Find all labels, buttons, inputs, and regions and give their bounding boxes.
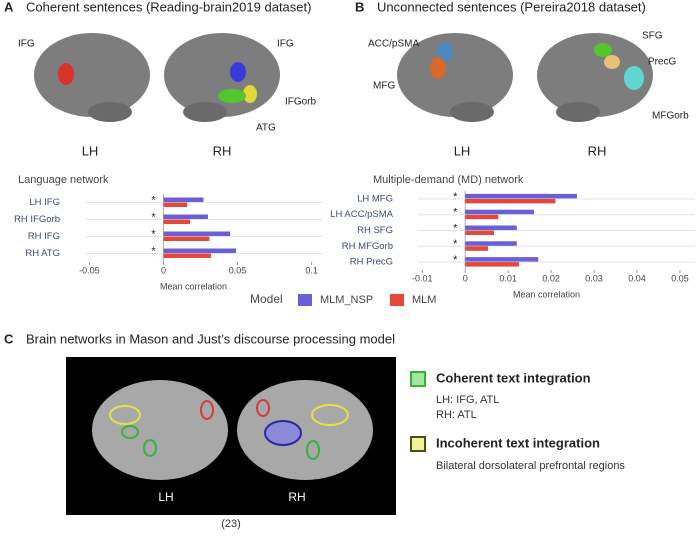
x-tick-label: 0.05 bbox=[229, 265, 247, 275]
legend-label: MLM_NSP bbox=[320, 294, 373, 306]
x-axis-label: Mean correlation bbox=[513, 289, 580, 299]
bar bbox=[163, 202, 188, 207]
brain-lh bbox=[34, 33, 150, 122]
bar bbox=[465, 214, 499, 220]
significance: * bbox=[151, 211, 156, 223]
significance: * bbox=[453, 254, 458, 266]
legend-swatch bbox=[298, 294, 312, 306]
x-tick-label: 0.05 bbox=[671, 273, 689, 283]
bar bbox=[465, 230, 495, 235]
hemisphere-label: LH bbox=[82, 143, 99, 158]
key-title: Coherent text integration bbox=[436, 370, 591, 385]
significance: * bbox=[151, 228, 156, 240]
brain-rh bbox=[537, 33, 653, 122]
x-tick-label: -0.01 bbox=[412, 273, 433, 283]
key-title: Incoherent text integration bbox=[436, 435, 600, 450]
panel-title: Unconnected sentences (Pereira2018 datas… bbox=[377, 0, 646, 14]
y-tick-label: LH ACC/pSMA bbox=[330, 209, 393, 220]
significance: * bbox=[453, 238, 458, 250]
panel-letter: C bbox=[4, 331, 14, 346]
region-label: ACC/pSMA bbox=[368, 39, 419, 50]
hemisphere-label: LH bbox=[158, 490, 173, 504]
significance: * bbox=[151, 194, 156, 206]
x-tick-label: 0.04 bbox=[628, 273, 646, 283]
significance: * bbox=[453, 207, 458, 219]
bar bbox=[465, 209, 534, 215]
legend-swatch bbox=[390, 294, 404, 306]
bar bbox=[465, 257, 539, 262]
brain-rh bbox=[237, 380, 373, 480]
bar bbox=[465, 246, 489, 251]
bar bbox=[163, 219, 191, 224]
region-label: SFG bbox=[642, 31, 663, 42]
x-tick-label: 0.02 bbox=[542, 273, 560, 283]
bar bbox=[163, 197, 204, 202]
panel-title: Brain networks in Mason and Just’s disco… bbox=[26, 331, 395, 346]
region-label: MFGorb bbox=[652, 111, 689, 122]
x-tick-label: 0.1 bbox=[305, 265, 318, 275]
chart-title: Multiple-demand (MD) network bbox=[373, 174, 524, 186]
bar bbox=[163, 236, 210, 241]
key-line: Bilateral dorsolateral prefrontal region… bbox=[436, 460, 625, 472]
hemisphere-label: RH bbox=[213, 143, 232, 158]
x-tick-label: 0.03 bbox=[585, 273, 603, 283]
bar bbox=[465, 262, 519, 267]
hemisphere-label: RH bbox=[288, 490, 305, 504]
significance: * bbox=[151, 245, 156, 257]
region-label: IFG bbox=[18, 39, 35, 50]
panel-letter: A bbox=[4, 0, 14, 14]
region-label: IFGorb bbox=[285, 97, 317, 108]
y-tick-label: RH MFGorb bbox=[342, 241, 393, 252]
region-label: MFG bbox=[373, 81, 395, 92]
bar bbox=[163, 253, 211, 258]
hemisphere-label: LH bbox=[454, 143, 471, 158]
significance: * bbox=[453, 222, 458, 234]
x-axis-label: Mean correlation bbox=[160, 281, 227, 291]
key-swatch bbox=[410, 371, 426, 387]
legend-label: MLM bbox=[412, 294, 436, 306]
x-tick-label: 0.01 bbox=[499, 273, 517, 283]
citation: (23) bbox=[221, 518, 241, 530]
x-tick-label: 0 bbox=[161, 265, 166, 275]
bar bbox=[163, 231, 231, 236]
x-tick-label: 0 bbox=[463, 273, 468, 283]
y-tick-label: RH PrecG bbox=[350, 257, 393, 268]
x-tick-label: -0.05 bbox=[79, 265, 100, 275]
bar bbox=[465, 241, 517, 246]
key-swatch bbox=[410, 436, 426, 452]
panel-title: Coherent sentences (Reading-brain2019 da… bbox=[26, 0, 311, 14]
bar bbox=[163, 214, 208, 219]
brain-rh bbox=[164, 33, 280, 122]
bar bbox=[163, 248, 237, 253]
y-tick-label: RH SFG bbox=[357, 225, 393, 236]
region-label: PrecG bbox=[648, 57, 677, 68]
y-tick-label: LH MFG bbox=[357, 193, 393, 204]
chart-title: Language network bbox=[18, 174, 109, 186]
significance: * bbox=[453, 191, 458, 203]
bar bbox=[465, 225, 517, 230]
brain-lh bbox=[92, 380, 228, 480]
legend-title: Model bbox=[250, 292, 283, 306]
bar bbox=[465, 193, 577, 199]
y-tick-label: RH IFG bbox=[28, 231, 60, 242]
key-line: LH: IFG, ATL bbox=[436, 394, 499, 406]
brain-lh bbox=[397, 33, 513, 122]
hemisphere-label: RH bbox=[588, 143, 607, 158]
panel-letter: B bbox=[355, 0, 364, 14]
region-label: ATG bbox=[256, 123, 276, 134]
y-tick-label: RH IFGorb bbox=[14, 214, 60, 225]
key-line: RH: ATL bbox=[436, 409, 477, 421]
bar bbox=[465, 198, 556, 204]
y-tick-label: RH ATG bbox=[25, 248, 60, 259]
y-tick-label: LH IFG bbox=[29, 197, 60, 208]
region-label: IFG bbox=[277, 39, 294, 50]
